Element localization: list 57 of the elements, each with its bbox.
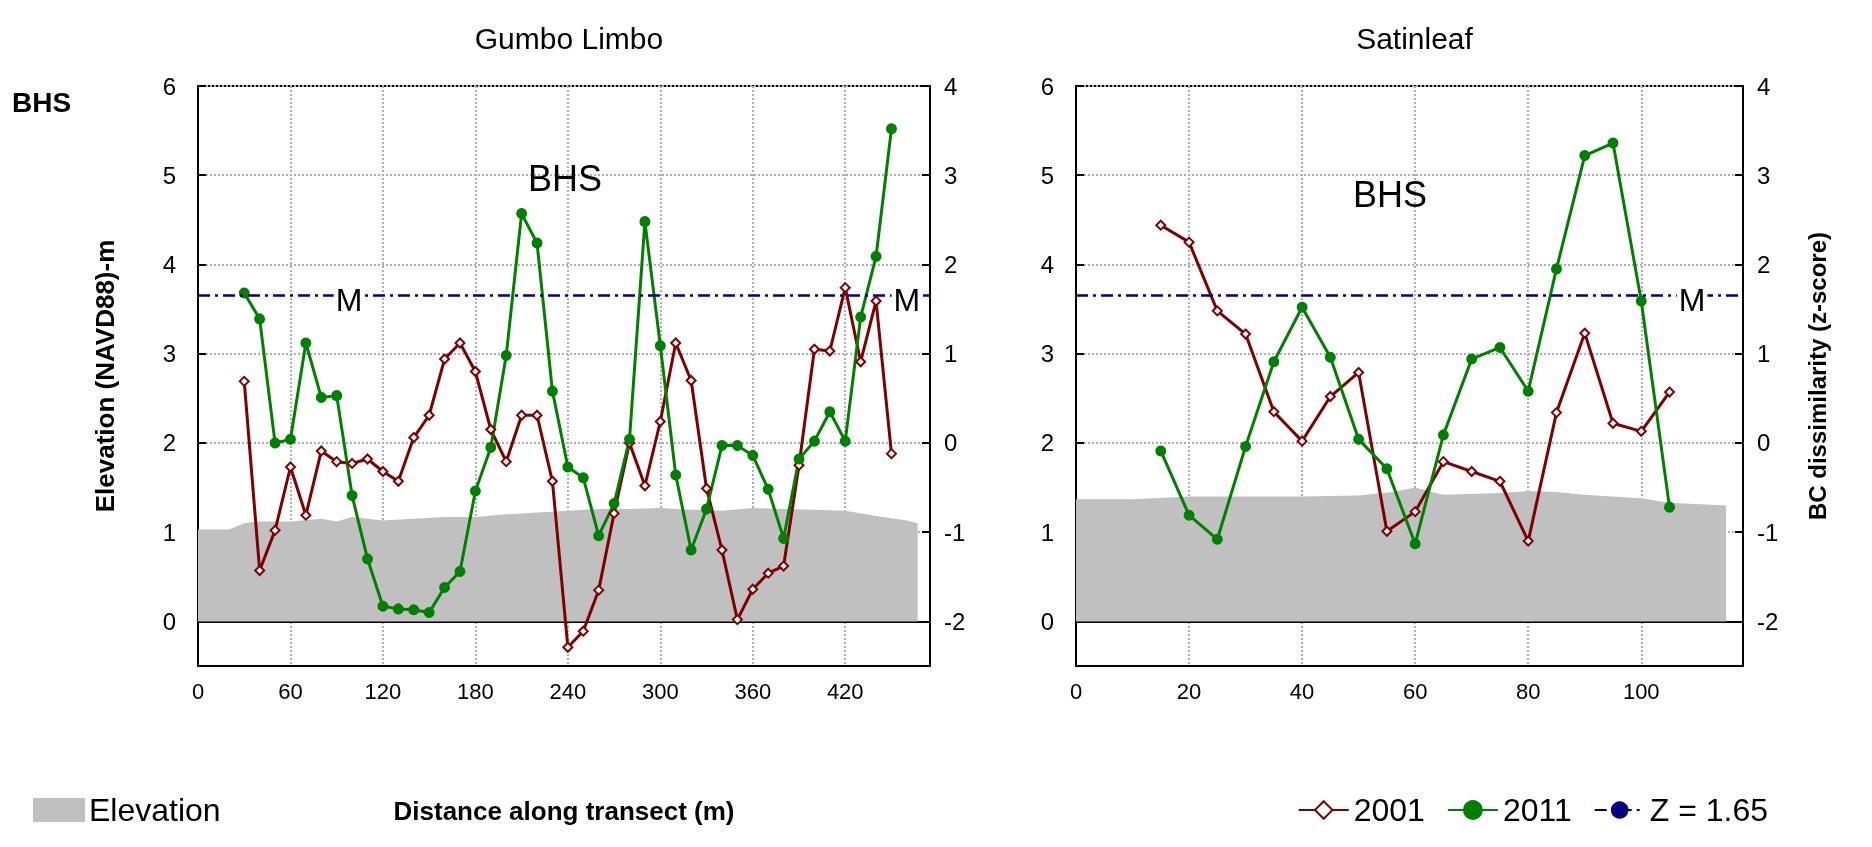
- y-axis-title: Elevation (NAVD88)-m: [90, 239, 120, 513]
- y2-tick-label: 4: [1757, 72, 1771, 100]
- annotation: M: [335, 282, 363, 319]
- y2-tick-label: 2: [944, 250, 958, 278]
- annotation: M: [893, 282, 921, 319]
- y-tick-label: 3: [162, 340, 176, 368]
- y2-tick-label: 2: [1757, 250, 1771, 278]
- y2-tick-label: -2: [1757, 607, 1779, 635]
- legend-label: Z = 1.65: [1649, 792, 1768, 828]
- x-tick-label: 0: [1069, 678, 1083, 704]
- y-tick-label: 0: [162, 607, 176, 635]
- y-tick-label: 2: [1040, 429, 1054, 457]
- legend-label: Elevation: [89, 792, 221, 828]
- x-tick-label: 180: [457, 678, 494, 704]
- annotation: BHS: [1353, 173, 1428, 215]
- x-tick-label: 40: [1289, 678, 1315, 704]
- x-tick-label: 60: [278, 678, 303, 704]
- text: BHS: [12, 86, 72, 118]
- y2-tick-label: 1: [944, 340, 958, 368]
- legend-label: 2001: [1353, 792, 1425, 828]
- x-tick-label: 0: [191, 678, 205, 704]
- y-tick-label: 0: [1040, 607, 1054, 635]
- x-tick-label: 20: [1176, 678, 1202, 704]
- x-tick-label: 120: [364, 678, 402, 704]
- y-tick-label: 1: [162, 518, 176, 546]
- y-tick-label: 2: [162, 429, 176, 457]
- legend-label: 2011: [1502, 792, 1572, 828]
- x-tick-label: 360: [734, 678, 772, 704]
- y-tick-label: 6: [1040, 72, 1054, 100]
- y-tick-label: 4: [162, 250, 176, 278]
- x-tick-label: 420: [826, 678, 864, 704]
- chart-title: Gumbo Limbo: [474, 21, 664, 55]
- y-tick-label: 5: [162, 161, 176, 189]
- y2-tick-label: -1: [944, 518, 966, 546]
- y2-tick-label: 3: [1757, 161, 1771, 189]
- y2-tick-label: 3: [944, 161, 958, 189]
- y2-tick-label: -1: [1757, 518, 1779, 546]
- x-tick-label: 80: [1515, 678, 1541, 704]
- y2-axis-title: BC dissimilarity (z-score): [1803, 231, 1831, 521]
- y2-tick-label: -2: [944, 607, 966, 635]
- y2-tick-label: 1: [1757, 340, 1771, 368]
- x-tick-label: 100: [1622, 678, 1660, 704]
- y-tick-label: 3: [1040, 340, 1054, 368]
- y2-tick-label: 0: [944, 429, 958, 457]
- annotation: BHS: [528, 157, 603, 199]
- y-tick-label: 5: [1040, 161, 1054, 189]
- y2-tick-label: 0: [1757, 429, 1771, 457]
- annotation: M: [1678, 282, 1706, 319]
- x-tick-label: 240: [549, 678, 587, 704]
- y-tick-label: 6: [162, 72, 176, 100]
- y-tick-label: 4: [1040, 250, 1054, 278]
- x-tick-label: 300: [641, 678, 679, 704]
- y-tick-label: 1: [1040, 518, 1054, 546]
- x-axis-title: Distance along transect (m): [393, 796, 735, 826]
- y2-tick-label: 4: [944, 72, 958, 100]
- chart-title: Satinleaf: [1356, 21, 1474, 55]
- x-tick-label: 60: [1402, 678, 1428, 704]
